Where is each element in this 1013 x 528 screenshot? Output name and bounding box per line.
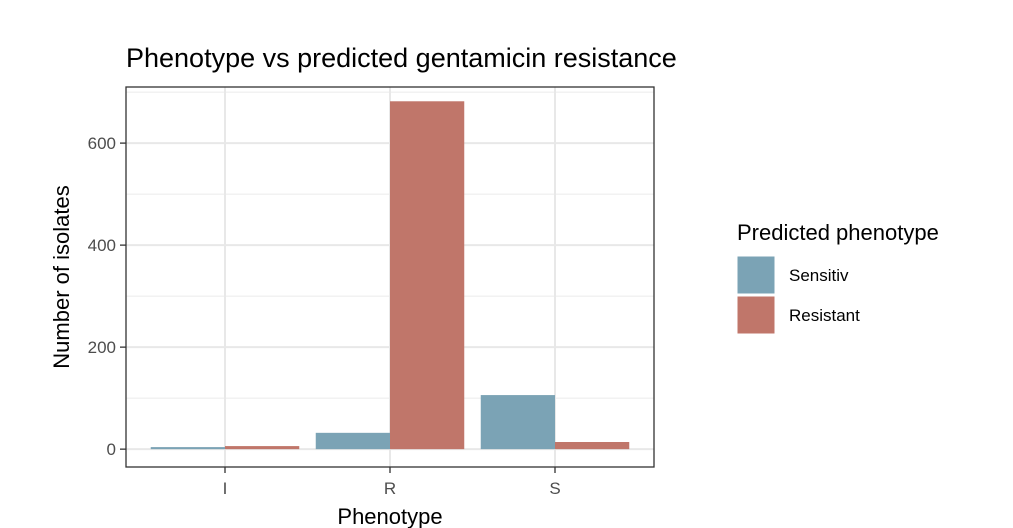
legend-label: Sensitiv (789, 266, 849, 285)
y-axis: 0 200 400 600 (88, 134, 126, 459)
y-tick-label: 400 (88, 236, 116, 255)
legend-swatch (736, 255, 776, 295)
x-tick-label: R (384, 479, 396, 498)
x-tick-label: S (549, 479, 560, 498)
chart-title: Phenotype vs predicted gentamicin resist… (126, 43, 677, 73)
bar (480, 395, 555, 450)
y-axis-title: Number of isolates (49, 185, 74, 368)
bar (390, 101, 465, 450)
y-tick-label: 0 (107, 440, 116, 459)
x-tick-label: I (223, 479, 228, 498)
y-tick-label: 600 (88, 134, 116, 153)
x-axis-title: Phenotype (337, 504, 442, 528)
legend: Predicted phenotype Sensitiv Resistant (736, 220, 939, 335)
bar (555, 442, 630, 450)
bar (150, 447, 225, 450)
legend-label: Resistant (789, 306, 860, 325)
bar (315, 432, 390, 450)
legend-title: Predicted phenotype (737, 220, 939, 245)
bar (225, 446, 300, 450)
bars (150, 101, 630, 450)
legend-items: Sensitiv Resistant (736, 255, 860, 335)
y-tick-label: 200 (88, 338, 116, 357)
legend-swatch (736, 295, 776, 335)
plot-area (125, 86, 655, 468)
